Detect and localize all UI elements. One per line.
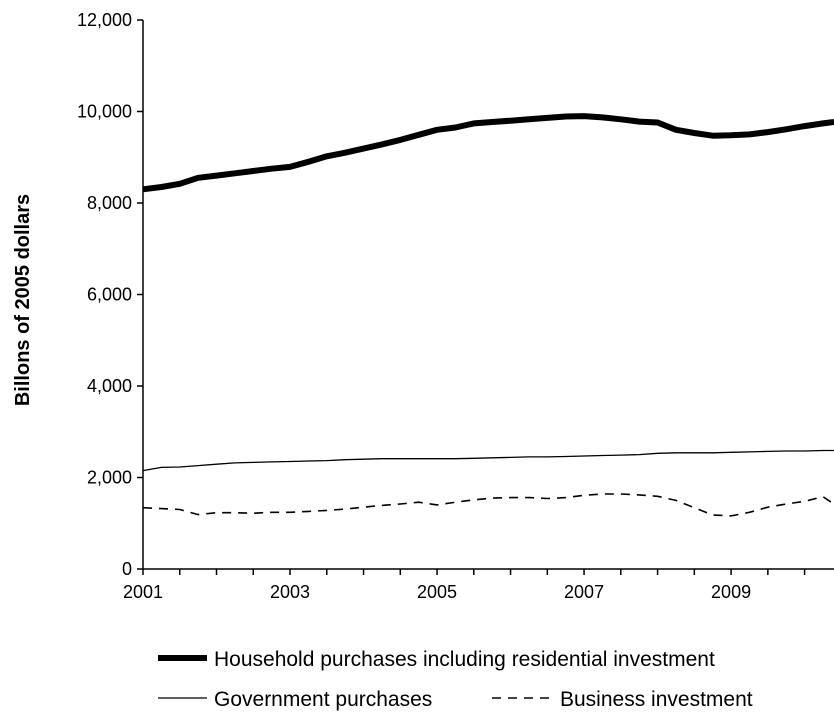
legend: Household purchases including residentia… (158, 648, 753, 711)
legend-label-business: Business investment (560, 688, 753, 711)
x-tick-label: 2001 (123, 582, 163, 602)
x-tick-label: 2003 (270, 582, 310, 602)
series-government-line (142, 449, 834, 472)
y-tick-label: 8,000 (87, 193, 132, 213)
x-tick-label: 2007 (564, 582, 604, 602)
series-business-line (142, 493, 834, 517)
y-tick-label: 10,000 (77, 102, 132, 122)
y-tick-label: 6,000 (87, 285, 132, 305)
legend-label-household: Household purchases including residentia… (214, 648, 715, 671)
y-axis-title: Billons of 2005 dollars (12, 194, 34, 406)
y-tick-label: 0 (122, 559, 132, 579)
y-tick-label: 2,000 (87, 468, 132, 488)
x-tick-label: 2009 (711, 582, 751, 602)
x-tick-label: 2005 (417, 582, 457, 602)
y-tick-label: 4,000 (87, 376, 132, 396)
series-household-line (142, 113, 834, 193)
y-tick-label: 12,000 (77, 10, 132, 30)
legend-label-government: Government purchases (214, 688, 432, 711)
plot-area: 0 2,000 4,000 6,000 8,000 10,000 12,000 2001 200… (77, 10, 834, 602)
